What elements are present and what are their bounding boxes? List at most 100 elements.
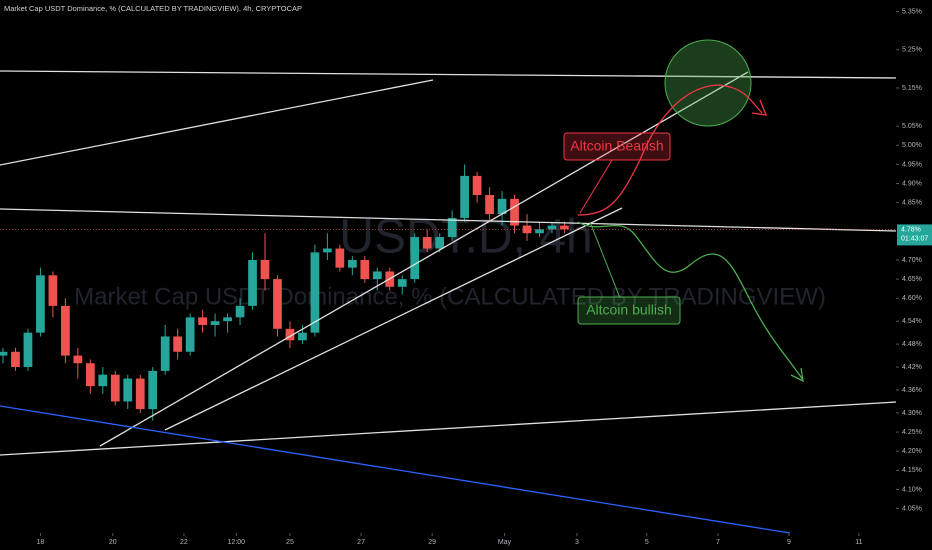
candle-body [285, 328, 295, 341]
bullish-label: Altcoin bullish [586, 302, 672, 318]
bearish-pointer [579, 159, 613, 214]
candle-body [360, 260, 370, 280]
x-tick-label: May [498, 539, 512, 546]
candle-body [185, 317, 195, 352]
candle-body [123, 378, 133, 402]
candle-body [397, 279, 407, 287]
y-tick-label: 4.15% [902, 467, 922, 474]
candle-body [547, 225, 557, 230]
y-tick-label: 4.60% [902, 295, 922, 302]
y-tick-label: 4.05% [902, 505, 922, 512]
bullish-box [577, 296, 681, 325]
trendline [0, 70, 897, 79]
y-tick-label: 4.95% [902, 161, 922, 168]
y-tick-label: 5.25% [902, 47, 922, 54]
x-tick-label: 5 [645, 539, 649, 546]
x-tick-label: 29 [428, 539, 436, 546]
x-tick-label: 3 [575, 539, 579, 546]
target-circle [664, 39, 752, 127]
y-tick-label: 5.00% [902, 142, 922, 149]
candle-body [472, 175, 482, 195]
candle-body [73, 355, 83, 364]
y-tick-label: 5.15% [902, 85, 922, 92]
candle-body [48, 275, 58, 306]
candle-body [260, 260, 270, 280]
y-tick-label: 4.10% [902, 486, 922, 493]
y-tick-label: 4.30% [902, 410, 922, 417]
trendline [164, 207, 623, 431]
x-tick-label: 20 [109, 539, 117, 546]
trendline [0, 79, 434, 166]
candle-body [248, 260, 257, 306]
x-tick-label: 18 [37, 539, 45, 546]
y-tick-label: 4.70% [902, 257, 922, 264]
candle-body [372, 271, 382, 280]
y-tick-label: 5.05% [902, 123, 922, 130]
candle-body [422, 237, 432, 249]
chart-title: Market Cap USDT Dominance, % (CALCULATED… [4, 4, 302, 13]
candle-body [98, 374, 108, 387]
candle-body [497, 198, 507, 215]
candle-body [110, 374, 120, 402]
trendline [0, 401, 897, 456]
x-tick-label: 11 [855, 539, 862, 546]
candles [0, 164, 569, 421]
y-tick-label: 4.25% [902, 429, 922, 436]
candle-body [535, 229, 544, 234]
candle-body [36, 275, 45, 333]
x-tick-label: 22 [180, 539, 188, 546]
y-tick-label: 4.85% [902, 199, 922, 206]
candle-body [347, 260, 357, 268]
trendline [99, 71, 749, 447]
candle-body [173, 336, 183, 352]
candle-body [335, 248, 345, 268]
x-tick-label: 12:00 [228, 539, 246, 546]
candle-body [273, 279, 282, 329]
blue-trendline [0, 405, 791, 534]
candle-body [85, 363, 95, 387]
candle-body [522, 225, 532, 234]
bearish-label: Altcoin Bearish [570, 138, 663, 154]
x-tick-label: 7 [716, 539, 720, 546]
candle-body [435, 237, 445, 249]
last-price-tag [897, 224, 932, 246]
candle-body [160, 336, 170, 371]
x-tick-label: 27 [357, 539, 365, 546]
y-tick-label: 5.35% [902, 8, 922, 15]
watermark-name: Market Cap USDT Dominance, % (CALCULATED… [74, 283, 826, 310]
candle-body [235, 305, 245, 318]
candle-body [0, 351, 8, 356]
candle-body [560, 225, 569, 230]
candle-body [485, 195, 494, 215]
bearish-box [563, 132, 671, 161]
trendline [0, 208, 897, 232]
axes: 5.35% 5.25% 5.15% 5.05% 5.00% 4.95% 4.90% 4.85%… [0, 8, 932, 546]
candle-body [323, 248, 332, 253]
bullish-arrow [577, 221, 804, 383]
candle-body [148, 370, 158, 410]
y-tick-label: 4.65% [902, 276, 922, 283]
y-tick-label: 4.90% [902, 180, 922, 187]
candle-body [310, 252, 320, 333]
y-tick-label: 4.48% [902, 341, 922, 348]
candle-body [210, 321, 220, 325]
candle-body [460, 175, 469, 218]
bullish-pointer [589, 221, 621, 299]
candle-body [61, 305, 70, 356]
countdown: 01:43:07 [901, 235, 928, 242]
y-tick-label: 4.20% [902, 448, 922, 455]
candle-body [510, 198, 519, 226]
y-tick-label: 4.36% [902, 387, 922, 394]
last-price-label: 4.78% [901, 226, 921, 233]
watermark-symbol: USDT.D, 4h [339, 211, 592, 264]
candle-body [298, 332, 307, 341]
x-tick-label: 9 [787, 539, 791, 546]
x-tick-label: 25 [286, 539, 294, 546]
trendlines [0, 70, 897, 456]
y-tick-label: 4.54% [902, 318, 922, 325]
candle-body [223, 317, 232, 322]
bearish-arrow [577, 84, 768, 216]
candle-body [198, 317, 207, 325]
candle-body [135, 378, 145, 410]
